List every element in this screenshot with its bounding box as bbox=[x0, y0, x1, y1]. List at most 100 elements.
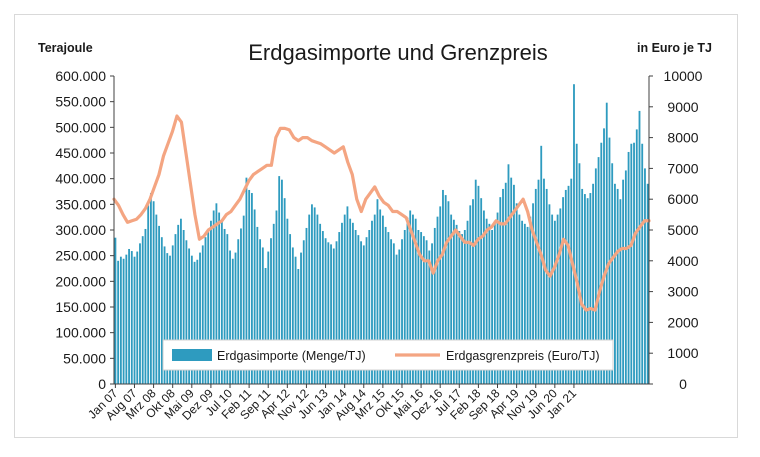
bar bbox=[362, 245, 365, 384]
bar bbox=[158, 225, 160, 384]
bar bbox=[586, 198, 589, 384]
bar bbox=[201, 245, 204, 384]
bar bbox=[510, 177, 513, 384]
bar bbox=[147, 205, 150, 384]
legend: Erdgasimporte (Menge/TJ) Erdgasgrenzpreis… bbox=[162, 339, 614, 371]
bar bbox=[297, 269, 300, 384]
bar bbox=[245, 177, 248, 384]
bar bbox=[193, 261, 196, 384]
bar bbox=[256, 226, 259, 384]
bar bbox=[152, 201, 155, 384]
bar bbox=[644, 168, 646, 384]
bar bbox=[627, 151, 630, 384]
y-left-tick-label: 400.000 bbox=[55, 171, 106, 187]
bar bbox=[311, 204, 313, 384]
bar bbox=[395, 254, 398, 384]
bar bbox=[349, 218, 352, 384]
bar bbox=[450, 214, 453, 384]
y-left-tick-label: 250.000 bbox=[55, 248, 106, 264]
bar bbox=[638, 110, 641, 384]
bar bbox=[155, 214, 158, 384]
y-right-tick-label: 0 bbox=[679, 376, 687, 392]
bar bbox=[556, 214, 559, 384]
bar bbox=[242, 215, 245, 384]
bar bbox=[149, 193, 152, 384]
bar bbox=[136, 251, 139, 384]
bar bbox=[398, 249, 401, 384]
bar bbox=[384, 226, 387, 384]
bar bbox=[302, 240, 305, 384]
y-left-tick-label: 450.000 bbox=[55, 145, 106, 161]
y-left-tick-label: 200.000 bbox=[55, 273, 106, 289]
bar bbox=[182, 230, 185, 384]
bar bbox=[308, 214, 311, 384]
bar bbox=[570, 178, 573, 384]
bar bbox=[526, 226, 529, 384]
bar bbox=[163, 246, 166, 384]
bar bbox=[534, 188, 537, 384]
legend-box bbox=[162, 339, 614, 371]
bar bbox=[171, 245, 174, 384]
bar bbox=[289, 234, 292, 384]
bar bbox=[313, 207, 316, 384]
bar bbox=[518, 214, 521, 384]
bar bbox=[332, 248, 335, 384]
bar bbox=[283, 198, 286, 384]
bar bbox=[507, 164, 510, 384]
bar bbox=[420, 232, 423, 384]
y-right-tick-label: 2000 bbox=[667, 314, 698, 330]
bar bbox=[373, 214, 376, 384]
y-left-tick-label: 550.000 bbox=[55, 94, 106, 110]
bar bbox=[125, 254, 128, 384]
bar bbox=[605, 102, 608, 384]
y-right-tick-label: 6000 bbox=[667, 191, 698, 207]
bar bbox=[575, 143, 578, 384]
bar bbox=[614, 183, 616, 384]
bar bbox=[485, 218, 488, 384]
bar bbox=[504, 182, 507, 384]
bar bbox=[130, 251, 133, 384]
bar bbox=[401, 239, 403, 384]
bar bbox=[275, 210, 278, 384]
bar bbox=[444, 195, 447, 384]
bar bbox=[360, 241, 362, 384]
bar bbox=[417, 230, 420, 384]
bar bbox=[174, 234, 177, 384]
bar bbox=[286, 218, 289, 384]
y-left-tick-label: 0 bbox=[98, 376, 106, 392]
bar bbox=[294, 256, 297, 384]
bar bbox=[226, 234, 229, 384]
y-left-tick-label: 50.000 bbox=[63, 350, 106, 366]
bar bbox=[319, 223, 322, 384]
bar bbox=[458, 231, 461, 384]
bar bbox=[477, 185, 480, 384]
bar bbox=[341, 222, 343, 384]
bar bbox=[207, 230, 210, 384]
y-left-tick-label: 150.000 bbox=[55, 299, 106, 315]
bar bbox=[403, 230, 406, 384]
bar bbox=[499, 197, 502, 384]
bar bbox=[218, 212, 221, 384]
y-left-tick-label: 350.000 bbox=[55, 196, 106, 212]
bar bbox=[439, 206, 442, 384]
y-left-tick-label: 500.000 bbox=[55, 119, 106, 135]
bar bbox=[365, 237, 368, 384]
bar bbox=[264, 267, 267, 384]
bar bbox=[482, 210, 485, 384]
bar bbox=[330, 244, 332, 384]
y-right-tick-label: 5000 bbox=[667, 222, 698, 238]
bar bbox=[351, 222, 354, 384]
bar bbox=[412, 214, 414, 384]
bar bbox=[382, 215, 384, 384]
bar bbox=[532, 203, 534, 384]
bar bbox=[327, 242, 330, 384]
bar bbox=[583, 194, 586, 384]
chart-title: Erdgasimporte und Grenzpreis bbox=[248, 40, 548, 65]
bar bbox=[180, 218, 182, 384]
series-line-grenzpreis bbox=[112, 114, 651, 312]
bar bbox=[215, 203, 218, 384]
bar bbox=[177, 224, 180, 384]
bar bbox=[466, 220, 469, 384]
bar bbox=[406, 217, 409, 384]
